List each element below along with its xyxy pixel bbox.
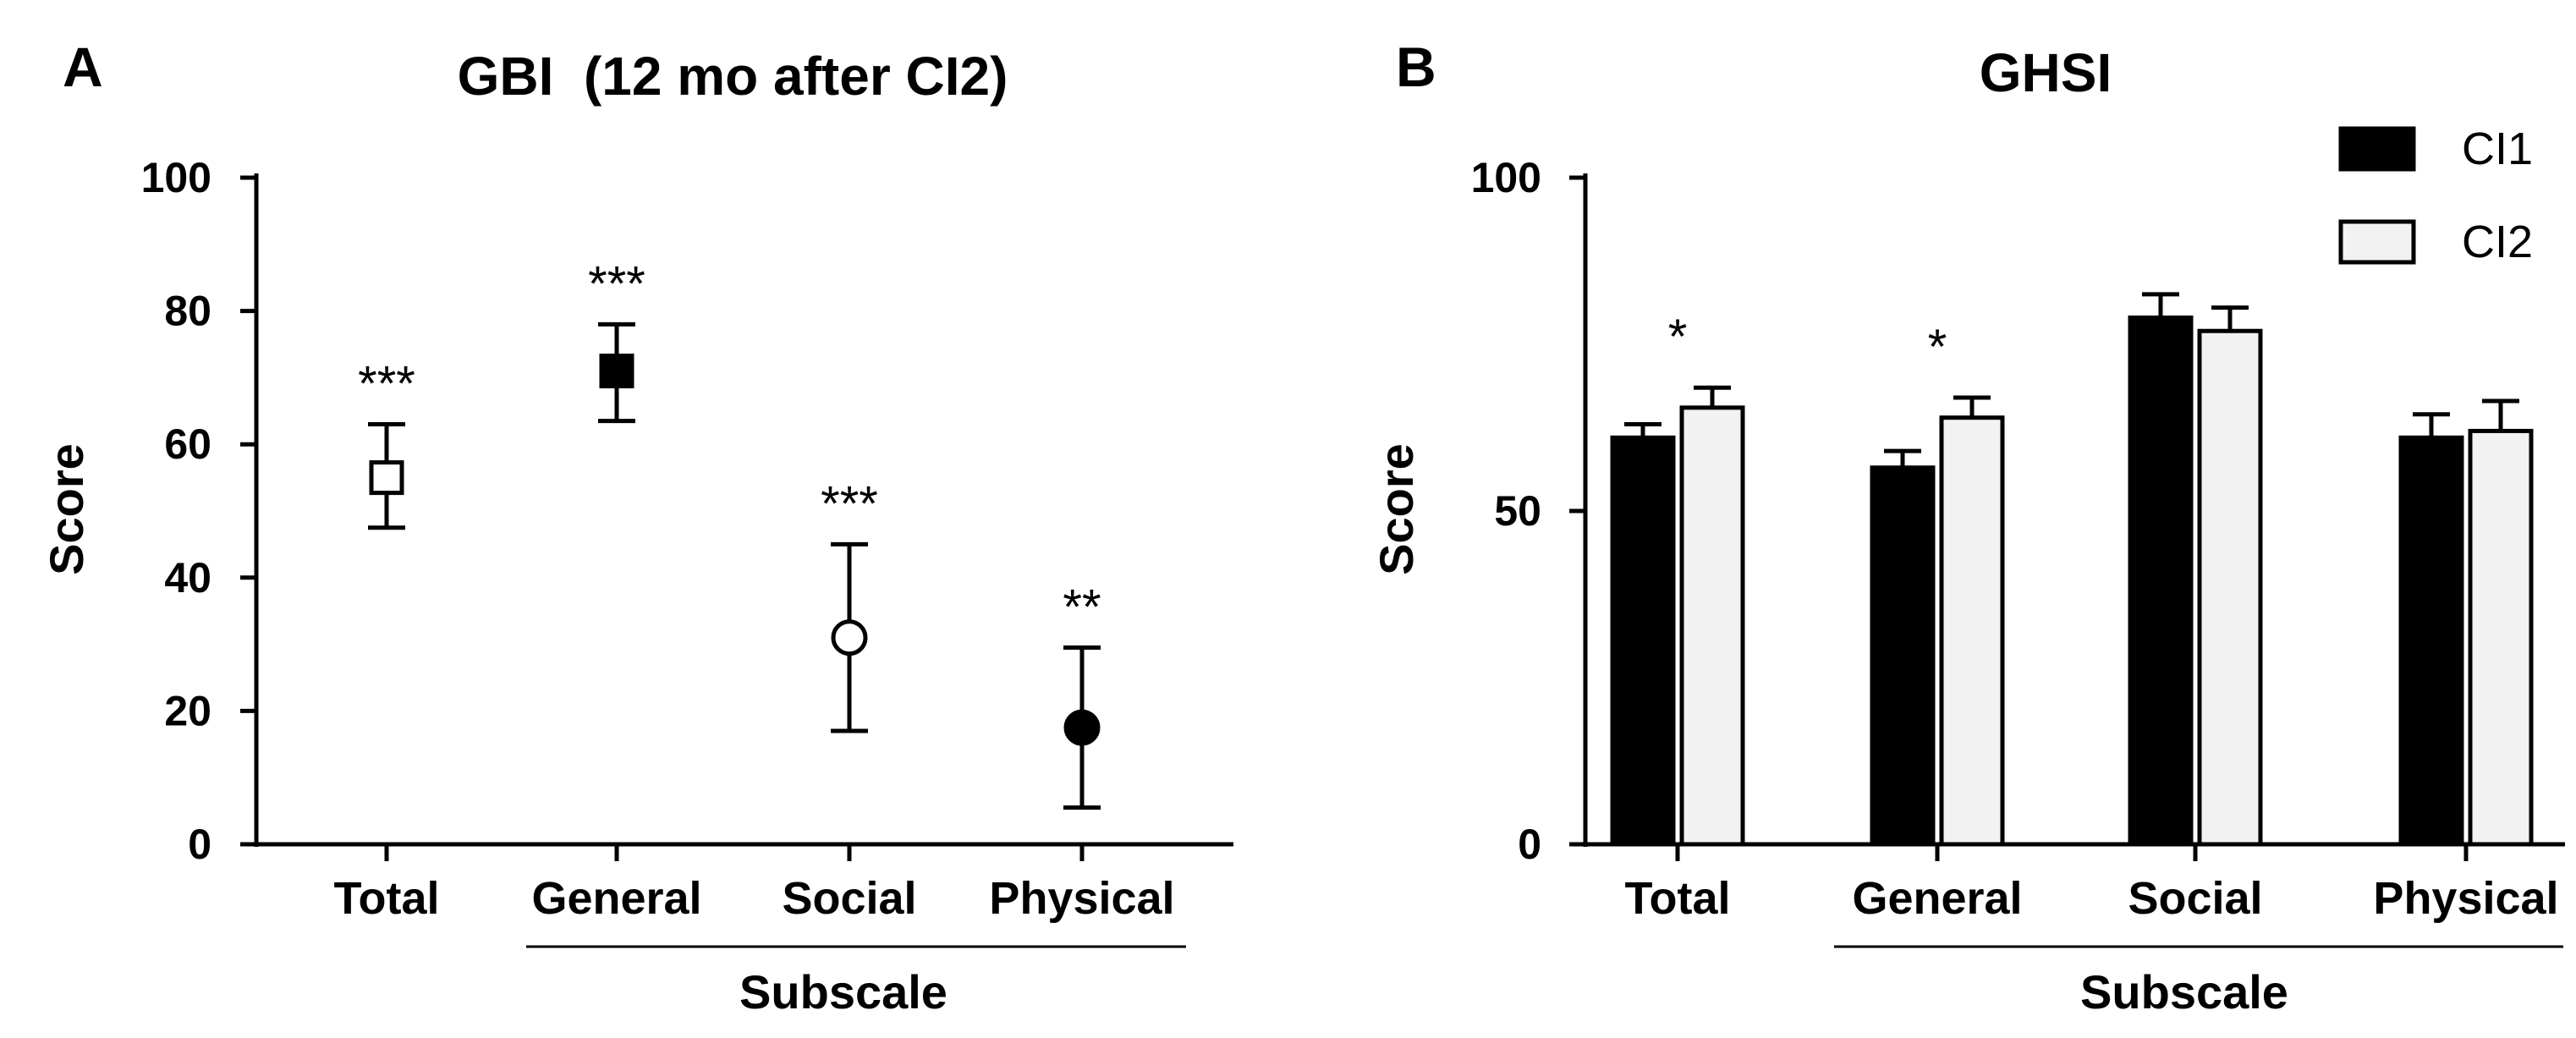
panel-a-point-social (831, 619, 868, 656)
panel-b-significance-total: * (1668, 310, 1688, 365)
legend-swatch-ci2 (2338, 219, 2416, 265)
panel-b-bar-ci1-social (2128, 315, 2194, 847)
panel-b-bar-ci1-physical (2398, 435, 2464, 847)
legend-label-ci2: CI2 (2462, 217, 2533, 267)
panel-a-gbi-chart: A GBI (12 mo after CI2) Score Subscale 0… (40, 36, 1233, 1019)
panel-b-bar-ci1-total (1610, 435, 1676, 847)
panel-b-title: GHSI (1980, 42, 2112, 103)
legend-label-ci1: CI1 (2462, 124, 2533, 174)
panel-a-letter: A (63, 36, 103, 98)
panel-b-category-label-physical: Physical (2373, 873, 2558, 924)
panel-a-y-axis-title: Score (40, 443, 93, 575)
panel-b-category-label-total: Total (1625, 873, 1731, 924)
panel-a-y-tick-label: 0 (188, 821, 211, 868)
panel-a-y-tick-label: 40 (164, 554, 211, 601)
panel-a-category-label-physical: Physical (989, 873, 1174, 924)
panel-b-y-tick-label: 100 (1471, 154, 1541, 201)
panel-b-ghsi-chart: B GHSI Score Subscale 0 50 100 Total Genera… (1370, 36, 2565, 1019)
panel-a-significance-general: *** (588, 256, 645, 311)
legend-swatch-ci1 (2338, 126, 2416, 172)
panel-a-point-physical (1063, 709, 1101, 746)
panel-b-y-tick-label: 50 (1494, 487, 1541, 535)
panel-b-bar-ci2-total (1679, 405, 1745, 847)
panel-a-point-total (369, 460, 404, 496)
panel-a-y-tick-label: 60 (164, 420, 211, 468)
panel-a-category-label-total: Total (334, 873, 440, 924)
panel-b-category-label-social: Social (2128, 873, 2262, 924)
panel-a-category-label-social: Social (782, 873, 916, 924)
panel-a-x-axis-title: Subscale (739, 965, 947, 1019)
panel-a-point-general (599, 354, 634, 389)
panel-b-bar-ci1-general (1870, 465, 1936, 847)
panel-b-x-axis-title: Subscale (2080, 965, 2288, 1019)
panel-b-bar-ci2-social (2197, 328, 2263, 847)
panel-a-significance-physical: ** (1063, 580, 1101, 635)
panel-a-y-tick-label: 80 (164, 288, 211, 335)
panel-b-category-label-general: General (1852, 873, 2022, 924)
panel-b-y-axis-title: Score (1370, 443, 1423, 575)
panel-a-significance-total: *** (358, 357, 415, 412)
panel-a-title: GBI (12 mo after CI2) (458, 46, 1008, 107)
panel-a-y-tick-label: 100 (141, 154, 211, 201)
panel-b-bar-ci2-general (1939, 415, 2005, 847)
panel-a-y-tick-label: 20 (164, 687, 211, 734)
panel-a-significance-social: *** (821, 476, 878, 531)
panel-b-y-tick-label: 0 (1518, 821, 1541, 868)
panel-b-bar-ci2-physical (2468, 428, 2534, 847)
panel-b-legend: CI1 CI2 (2338, 124, 2533, 267)
panel-b-letter: B (1396, 36, 1436, 98)
panel-b-significance-general: * (1928, 320, 1947, 375)
panel-a-category-label-general: General (531, 873, 701, 924)
